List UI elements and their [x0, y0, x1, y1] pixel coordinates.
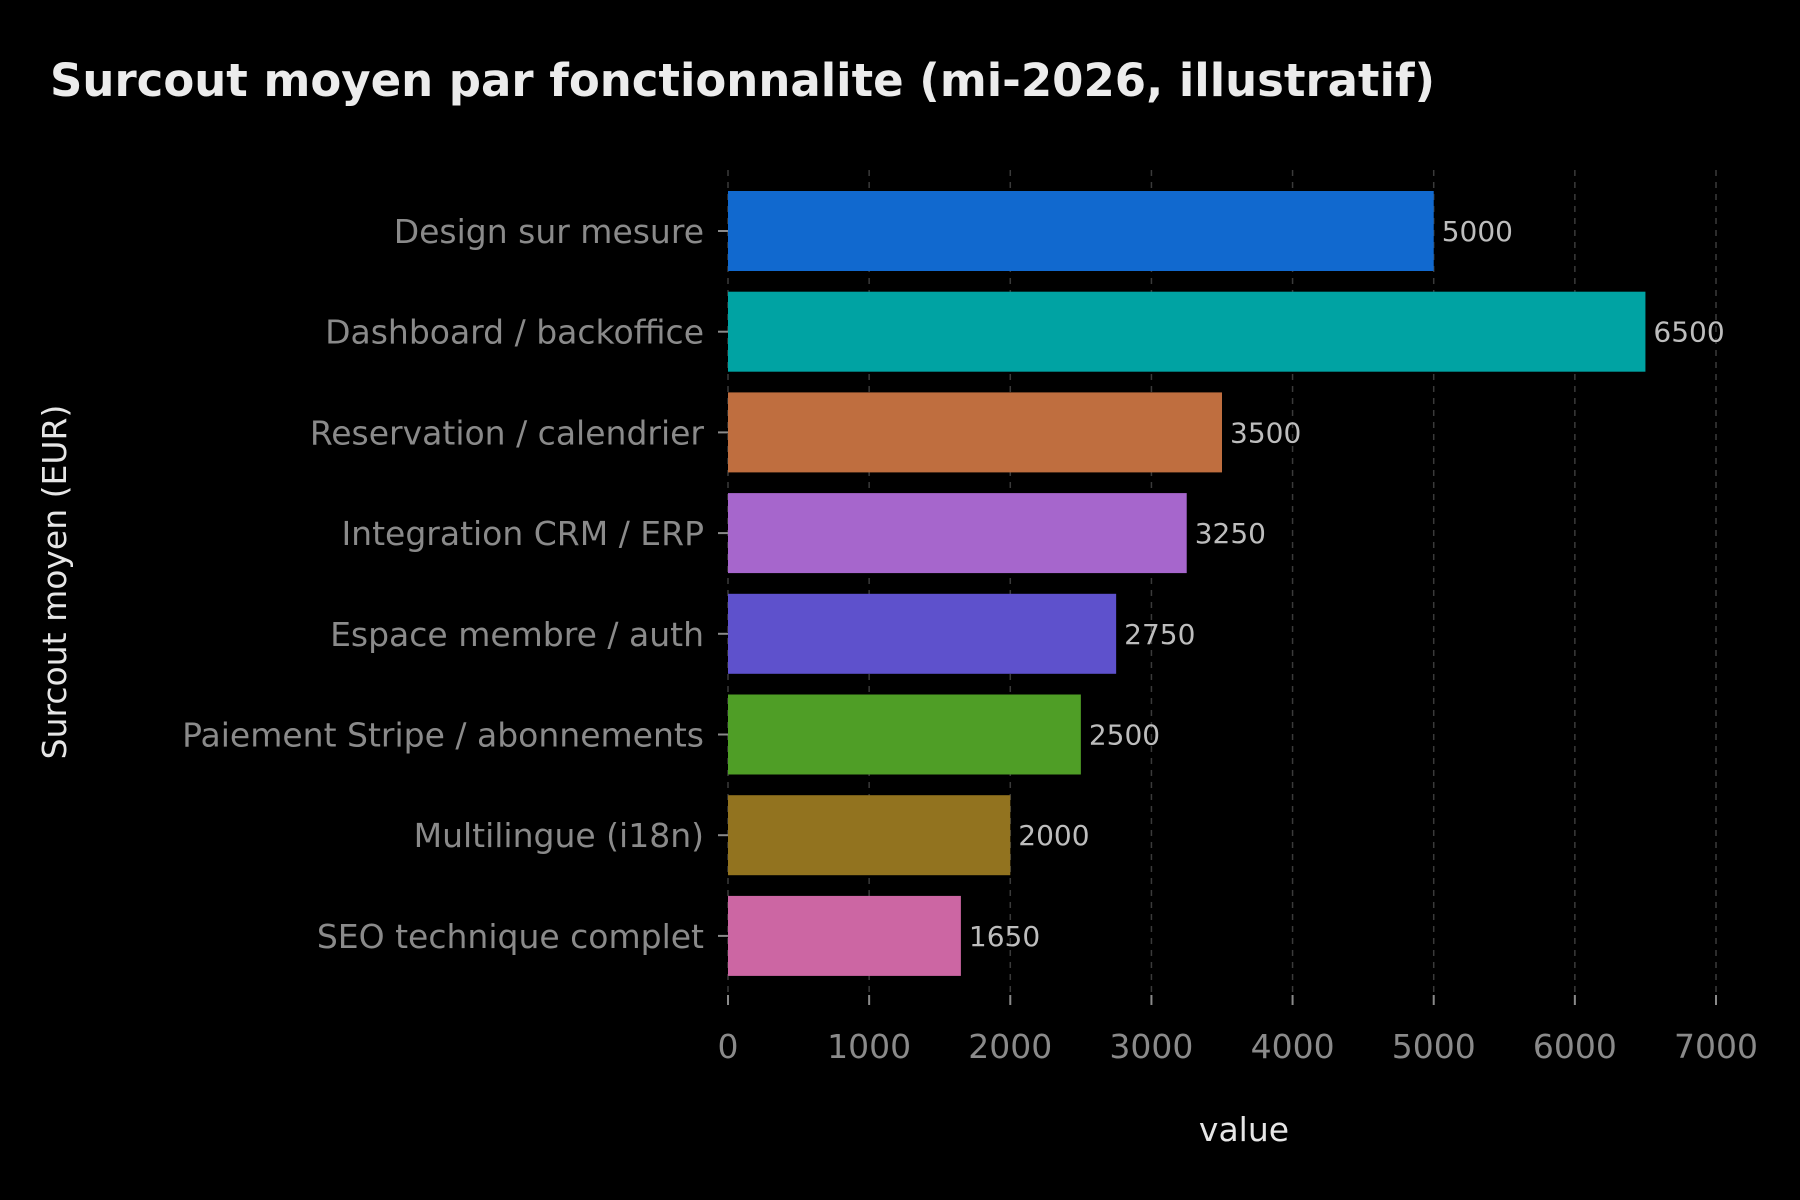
bar: [728, 392, 1222, 473]
x-tick-label: 4000: [1251, 1027, 1335, 1066]
category-label: SEO technique complet: [317, 917, 704, 956]
bar: [728, 694, 1081, 775]
bar: [728, 493, 1187, 574]
data-label: 2000: [1018, 819, 1089, 852]
bars: [728, 191, 1646, 976]
category-label: Dashboard / backoffice: [325, 313, 704, 352]
data-labels: 5000 6500 3500 3250 2750 2500 2000 1650: [969, 215, 1725, 953]
x-tick-label: 6000: [1533, 1027, 1617, 1066]
x-tick-label: 5000: [1392, 1027, 1476, 1066]
bar: [728, 795, 1011, 876]
data-label: 3500: [1230, 416, 1301, 449]
x-axis-title: value: [1199, 1110, 1289, 1149]
x-tick-label: 7000: [1674, 1027, 1758, 1066]
category-label: Espace membre / auth: [330, 615, 704, 654]
bar: [728, 593, 1117, 674]
x-tick-label: 3000: [1109, 1027, 1193, 1066]
data-label: 2500: [1089, 719, 1160, 752]
category-label: Integration CRM / ERP: [341, 514, 704, 553]
x-tick-label: 1000: [827, 1027, 911, 1066]
category-label: Reservation / calendrier: [310, 413, 705, 452]
category-label: Design sur mesure: [394, 212, 704, 251]
bar: [728, 191, 1434, 271]
y-axis-title: Surcout moyen (EUR): [35, 405, 74, 760]
data-label: 2750: [1124, 618, 1195, 651]
category-labels: Design sur mesure Dashboard / backoffice R…: [182, 212, 728, 956]
category-label: Paiement Stripe / abonnements: [182, 716, 704, 755]
data-label: 1650: [969, 920, 1040, 953]
bar: [728, 291, 1646, 372]
x-axis: 0 1000 2000 3000 4000 5000 6000 7000: [718, 995, 1758, 1066]
x-tick-label: 0: [718, 1027, 739, 1066]
data-label: 6500: [1653, 316, 1724, 349]
data-label: 3250: [1195, 517, 1266, 550]
category-label: Multilingue (i18n): [414, 816, 704, 855]
bar: [728, 895, 961, 976]
x-tick-label: 2000: [968, 1027, 1052, 1066]
data-label: 5000: [1442, 215, 1513, 248]
chart-title: Surcout moyen par fonctionnalite (mi-202…: [50, 54, 1435, 107]
